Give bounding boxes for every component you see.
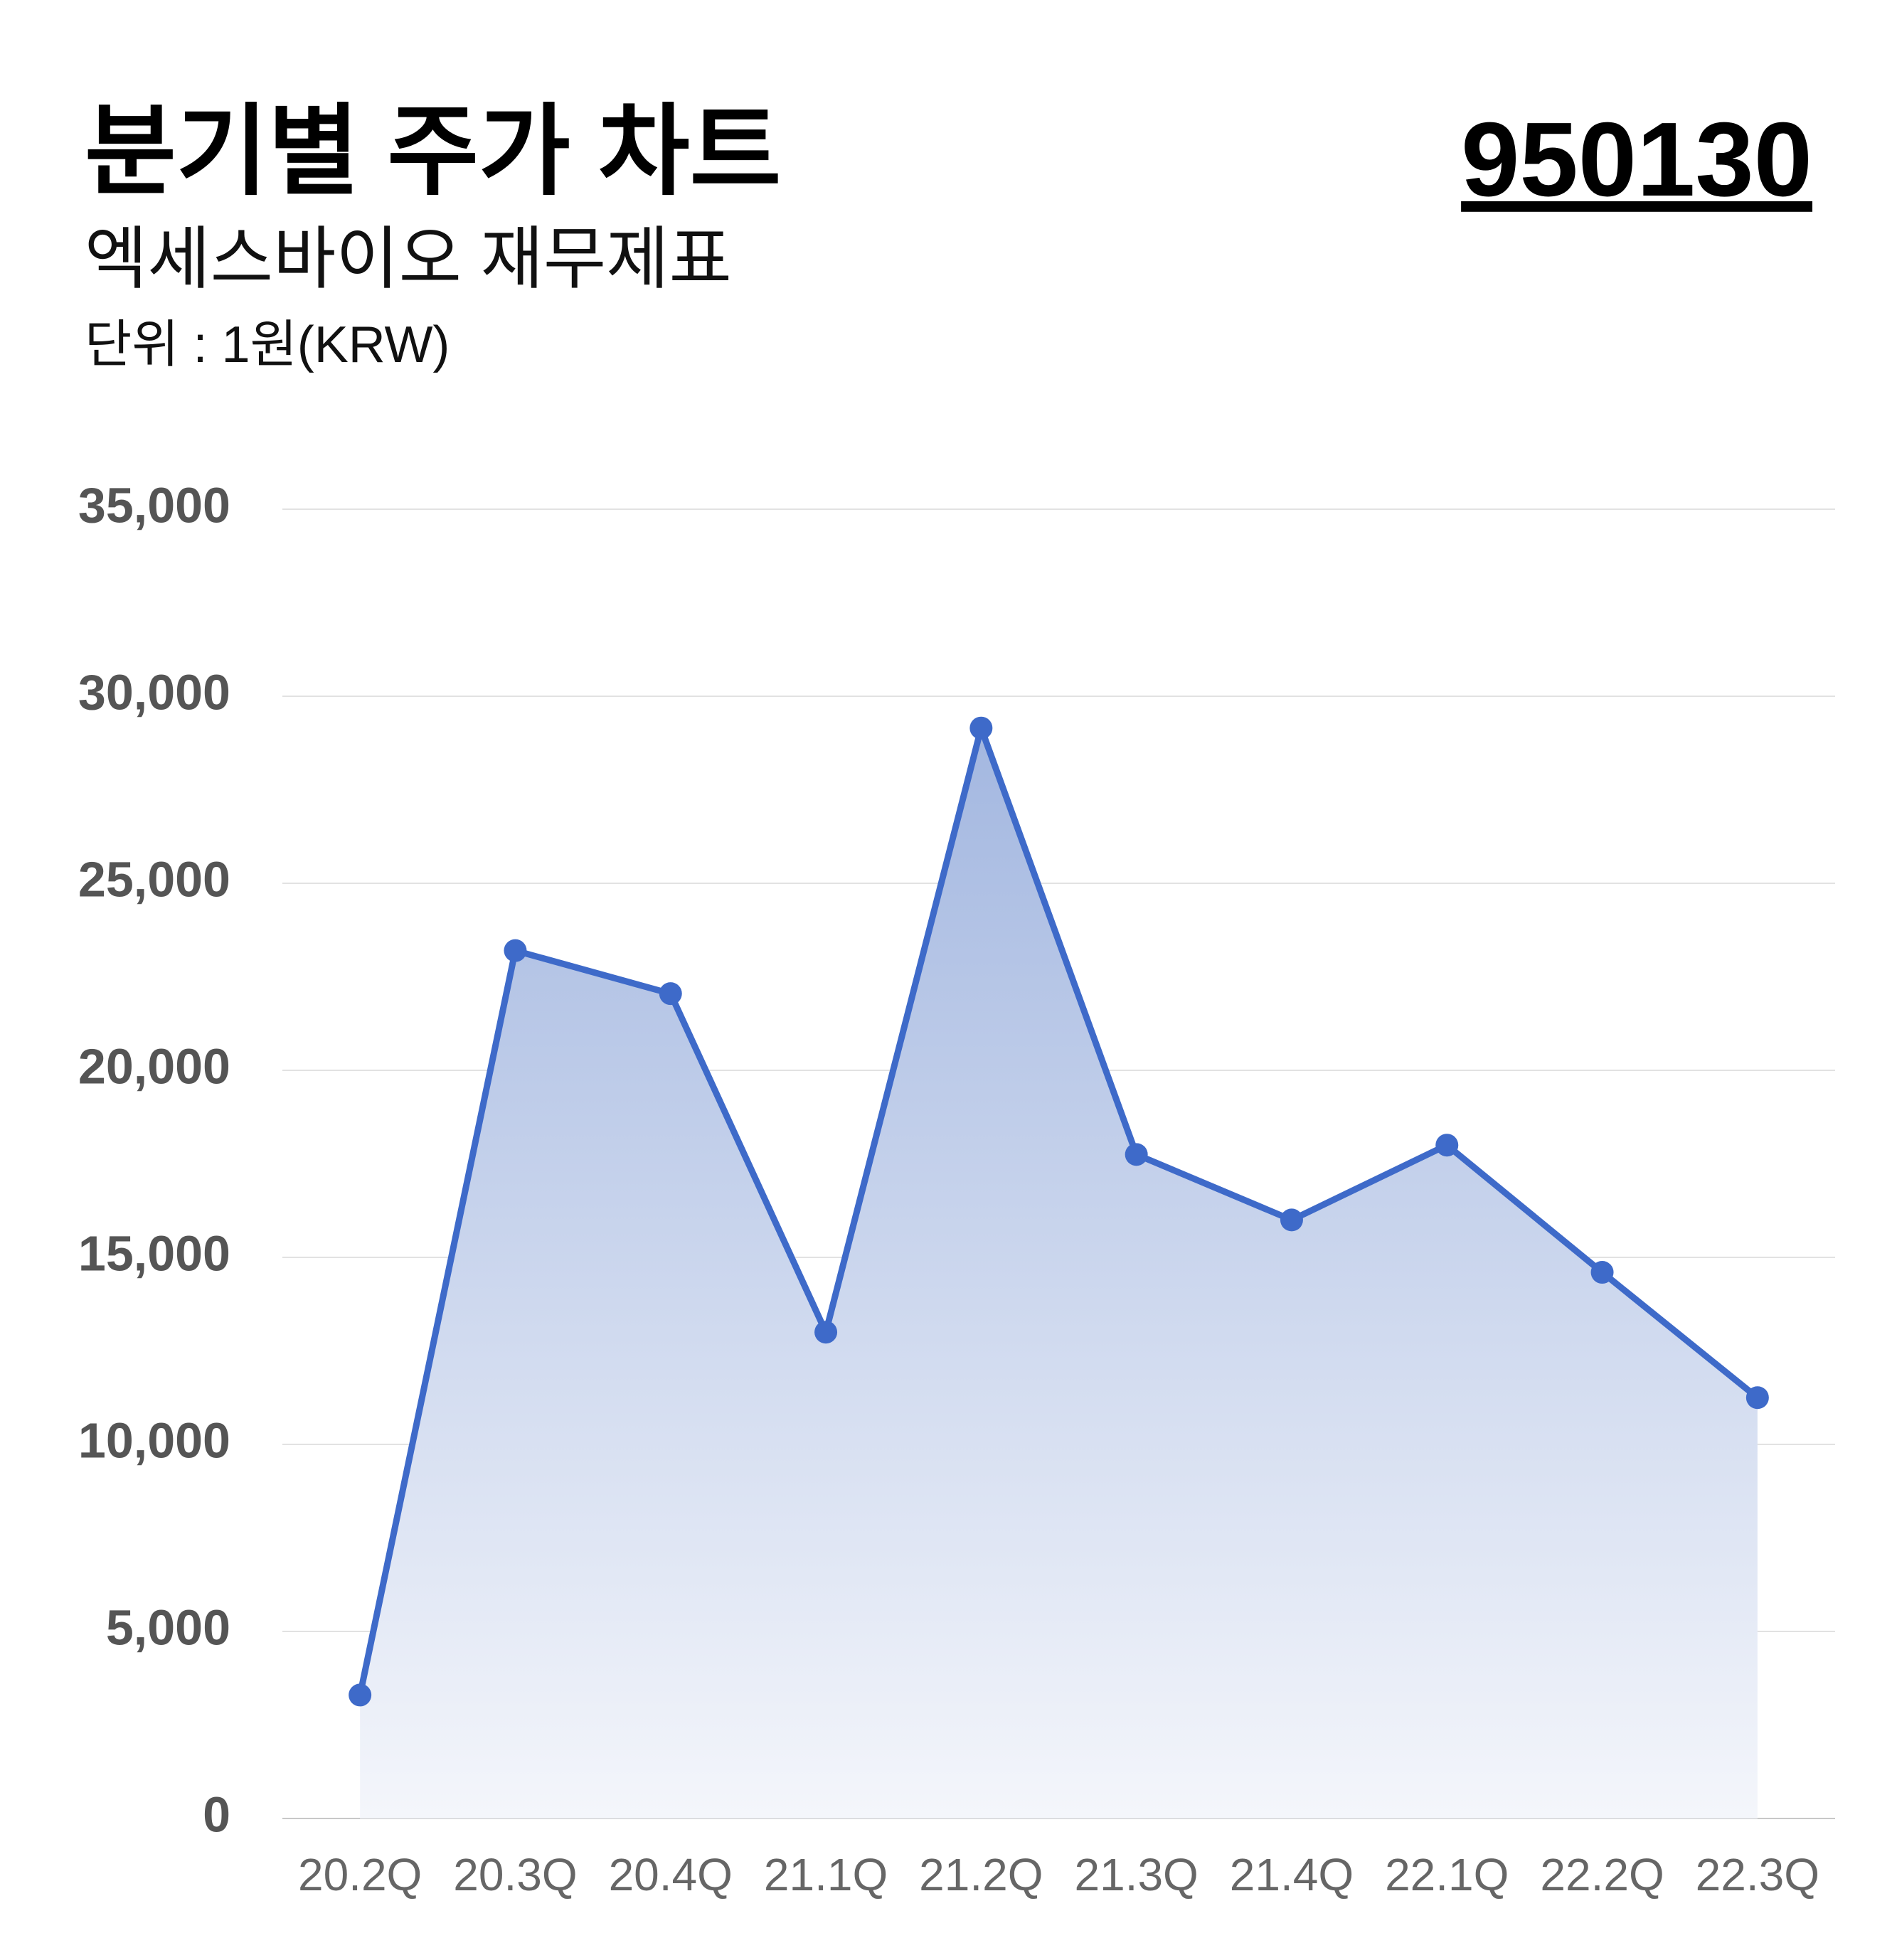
- chart-title: 분기별 주가 차트: [85, 95, 781, 207]
- stock-code: 950130: [1461, 101, 1812, 218]
- y-tick-label: 20,000: [78, 1038, 230, 1094]
- point: [504, 939, 527, 962]
- x-tick-label: 22.1Q: [1385, 1849, 1509, 1900]
- x-tick-label: 22.3Q: [1696, 1849, 1819, 1900]
- unit-note: 단위 : 1원(KRW): [85, 316, 450, 373]
- x-tick-label: 21.3Q: [1074, 1849, 1198, 1900]
- x-tick-label: 20.3Q: [453, 1849, 577, 1900]
- point: [1590, 1261, 1614, 1284]
- x-tick-label: 21.1Q: [764, 1849, 888, 1900]
- x-tick-label: 20.4Q: [609, 1849, 733, 1900]
- y-tick-label: 10,000: [78, 1412, 230, 1468]
- point: [969, 716, 993, 740]
- point: [349, 1683, 372, 1707]
- chart-subtitle: 엑세스바이오 재무제표: [85, 221, 732, 297]
- y-tick-label: 30,000: [78, 664, 230, 720]
- y-tick-label: 25,000: [78, 851, 230, 907]
- point: [1125, 1143, 1148, 1166]
- line: [356, 725, 1760, 1696]
- point: [814, 1321, 838, 1344]
- area: [360, 728, 1758, 1819]
- point: [1280, 1208, 1303, 1232]
- x-tick-label: 22.2Q: [1540, 1849, 1664, 1900]
- y-tick-label: 35,000: [78, 477, 230, 533]
- y-tick-label: 0: [203, 1786, 230, 1842]
- y-tick-label: 15,000: [78, 1225, 230, 1281]
- x-tick-label: 21.4Q: [1230, 1849, 1354, 1900]
- x-tick-label: 20.2Q: [298, 1849, 422, 1900]
- point: [1745, 1386, 1769, 1410]
- y-tick-label: 5,000: [106, 1599, 230, 1655]
- x-tick-label: 21.2Q: [919, 1849, 1043, 1900]
- point: [1435, 1134, 1459, 1157]
- point: [659, 982, 682, 1006]
